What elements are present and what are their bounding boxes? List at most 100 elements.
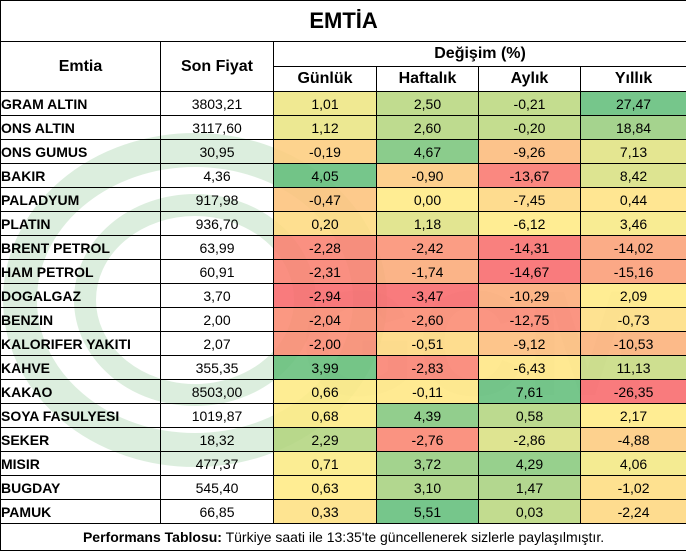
change-daily: 1,12: [274, 116, 377, 140]
change-weekly: -2,83: [377, 356, 479, 380]
change-daily: 4,05: [274, 164, 377, 188]
change-yearly: 8,42: [581, 164, 686, 188]
change-yearly: 3,46: [581, 212, 686, 236]
commodity-name: SOYA FASULYESI: [1, 404, 161, 428]
change-yearly: 0,44: [581, 188, 686, 212]
change-yearly: 18,84: [581, 116, 686, 140]
commodity-name: KAKAO: [1, 380, 161, 404]
commodity-name: BENZIN: [1, 308, 161, 332]
change-yearly: -15,16: [581, 260, 686, 284]
change-yearly: 11,13: [581, 356, 686, 380]
header-monthly: Aylık: [479, 67, 581, 92]
last-price: 8503,00: [161, 380, 274, 404]
footer-text: Türkiye saati ile 13:35'te güncellenerek…: [222, 529, 604, 545]
header-commodity: Emtia: [1, 42, 161, 92]
last-price: 3,70: [161, 284, 274, 308]
change-monthly: -14,67: [479, 260, 581, 284]
commodity-name: KALORIFER YAKITI: [1, 332, 161, 356]
change-weekly: -2,42: [377, 236, 479, 260]
change-yearly: 2,17: [581, 404, 686, 428]
change-daily: 0,33: [274, 500, 377, 524]
footer-label: Performans Tablosu:: [83, 529, 222, 545]
change-yearly: -1,02: [581, 476, 686, 500]
header-daily: Günlük: [274, 67, 377, 92]
change-yearly: 7,13: [581, 140, 686, 164]
last-price: 355,35: [161, 356, 274, 380]
change-monthly: -12,75: [479, 308, 581, 332]
change-yearly: -26,35: [581, 380, 686, 404]
commodity-name: ONS ALTIN: [1, 116, 161, 140]
commodity-name: BRENT PETROL: [1, 236, 161, 260]
change-daily: 0,68: [274, 404, 377, 428]
change-weekly: 2,60: [377, 116, 479, 140]
change-weekly: 0,00: [377, 188, 479, 212]
footer-note: Performans Tablosu: Türkiye saati ile 13…: [1, 524, 686, 551]
header-weekly: Haftalık: [377, 67, 479, 92]
commodity-name: BUGDAY: [1, 476, 161, 500]
last-price: 4,36: [161, 164, 274, 188]
change-weekly: -2,60: [377, 308, 479, 332]
change-monthly: 0,58: [479, 404, 581, 428]
commodity-name: GRAM ALTIN: [1, 92, 161, 116]
change-daily: 0,71: [274, 452, 377, 476]
change-monthly: -14,31: [479, 236, 581, 260]
last-price: 18,32: [161, 428, 274, 452]
last-price: 66,85: [161, 500, 274, 524]
change-weekly: -2,76: [377, 428, 479, 452]
change-monthly: -6,12: [479, 212, 581, 236]
last-price: 60,91: [161, 260, 274, 284]
page-title: EMTİA: [1, 1, 686, 42]
commodity-name: SEKER: [1, 428, 161, 452]
change-daily: -0,19: [274, 140, 377, 164]
change-yearly: -0,73: [581, 308, 686, 332]
change-monthly: -6,43: [479, 356, 581, 380]
last-price: 63,99: [161, 236, 274, 260]
change-yearly: 4,06: [581, 452, 686, 476]
header-change-group: Değişim (%): [274, 42, 686, 67]
change-weekly: 4,67: [377, 140, 479, 164]
change-daily: -2,28: [274, 236, 377, 260]
last-price: 2,00: [161, 308, 274, 332]
change-daily: 0,20: [274, 212, 377, 236]
last-price: 936,70: [161, 212, 274, 236]
change-monthly: 1,47: [479, 476, 581, 500]
change-weekly: -0,11: [377, 380, 479, 404]
change-monthly: 0,03: [479, 500, 581, 524]
change-weekly: -0,51: [377, 332, 479, 356]
change-monthly: 7,61: [479, 380, 581, 404]
change-weekly: 4,39: [377, 404, 479, 428]
last-price: 3803,21: [161, 92, 274, 116]
change-monthly: -0,21: [479, 92, 581, 116]
commodity-name: HAM PETROL: [1, 260, 161, 284]
change-daily: -2,31: [274, 260, 377, 284]
last-price: 30,95: [161, 140, 274, 164]
change-daily: -2,00: [274, 332, 377, 356]
change-daily: -2,94: [274, 284, 377, 308]
commodity-name: PLATIN: [1, 212, 161, 236]
commodity-name: DOGALGAZ: [1, 284, 161, 308]
change-monthly: 4,29: [479, 452, 581, 476]
change-monthly: -2,86: [479, 428, 581, 452]
change-monthly: -13,67: [479, 164, 581, 188]
change-weekly: 3,10: [377, 476, 479, 500]
change-daily: 1,01: [274, 92, 377, 116]
change-yearly: 27,47: [581, 92, 686, 116]
change-yearly: -4,88: [581, 428, 686, 452]
change-weekly: 1,18: [377, 212, 479, 236]
change-monthly: -10,29: [479, 284, 581, 308]
last-price: 2,07: [161, 332, 274, 356]
commodity-name: MISIR: [1, 452, 161, 476]
change-monthly: -0,20: [479, 116, 581, 140]
change-daily: 2,29: [274, 428, 377, 452]
change-daily: 3,99: [274, 356, 377, 380]
